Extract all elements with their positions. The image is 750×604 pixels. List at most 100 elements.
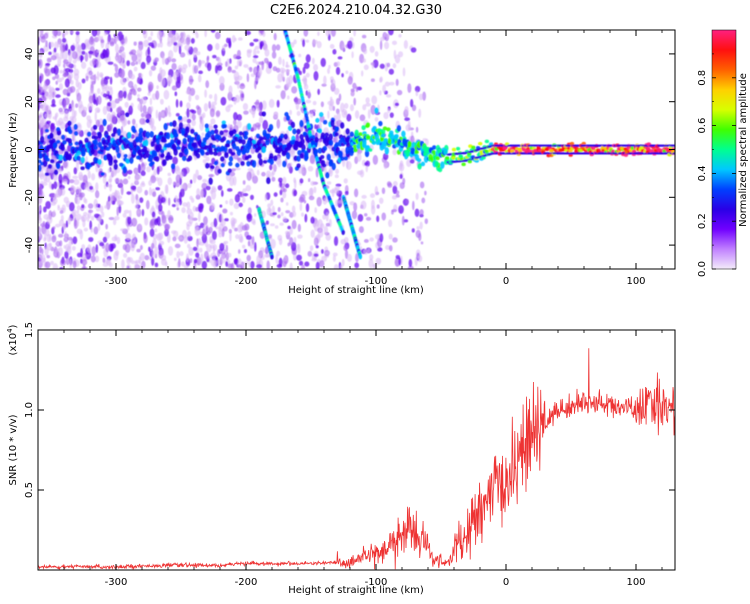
spectrogram-ridge-cell	[209, 151, 214, 155]
spectrogram-noise-cell	[219, 242, 225, 252]
spectrogram-noise-cell	[362, 104, 367, 111]
spectrogram-noise-cell	[370, 78, 375, 82]
spectrogram-noise-cell	[384, 41, 390, 50]
spectrogram-ridge-cell	[322, 145, 328, 152]
spectrogram-ridge-cell	[93, 138, 98, 147]
spectrogram-noise-cell	[106, 184, 113, 188]
spectrogram-ridge-cell	[165, 155, 170, 161]
spectrogram-noise-cell	[265, 220, 269, 225]
spectrogram-noise-cell	[365, 102, 371, 107]
spectrogram-noise-cell	[67, 216, 71, 225]
spectrogram-y-axis-label: Frequency (Hz)	[8, 112, 19, 188]
spectrogram-ridge-cell	[232, 128, 237, 135]
colorbar-tick-label: 0.8	[697, 70, 708, 86]
spectrogram-noise-cell	[196, 188, 201, 197]
spectrogram-noise-cell	[364, 213, 368, 217]
spectrogram-noise-cell	[209, 108, 215, 118]
spectrogram-noise-cell	[173, 44, 178, 53]
spectrogram-ridge-cell	[182, 137, 187, 145]
spectrogram-noise-cell	[172, 236, 177, 242]
spectrogram-noise-cell	[150, 31, 154, 37]
spectrogram-noise-cell	[223, 129, 229, 133]
spectrogram-ridge-cell	[328, 139, 334, 147]
spectrogram-noise-cell	[184, 44, 191, 51]
spectrogram-ridge-cell	[113, 159, 118, 164]
spectrogram-noise-cell	[73, 178, 80, 185]
spectrogram-noise-cell	[94, 190, 100, 199]
spectrogram-ridge-cell	[237, 138, 243, 144]
spectrogram-noise-cell	[48, 51, 52, 56]
spectrogram-ridge-cell	[414, 149, 419, 155]
spectrogram-noise-cell	[136, 78, 141, 84]
spectrogram-noise-cell	[75, 31, 80, 36]
spectrogram-noise-cell	[349, 104, 354, 112]
spectrogram-noise-cell	[343, 236, 349, 244]
spectrogram-noise-cell	[139, 244, 143, 251]
spectrogram-noise-cell	[354, 262, 360, 269]
spectrogram-noise-cell	[102, 174, 107, 184]
spectrogram-noise-cell	[339, 264, 343, 269]
spectrogram-noise-cell	[277, 157, 282, 168]
spectrogram-ridge-cell	[217, 168, 222, 174]
spectrogram-noise-cell	[296, 243, 300, 251]
spectrogram-noise-cell	[51, 155, 56, 160]
spectrogram-noise-cell	[51, 162, 56, 169]
spectrogram-noise-cell	[137, 265, 140, 269]
spectrogram-noise-cell	[284, 183, 290, 189]
spectrogram-noise-cell	[134, 204, 139, 209]
spectrogram-noise-cell	[409, 159, 415, 164]
spectrogram-ridge-cell	[108, 142, 113, 149]
spectrogram-noise-cell	[363, 64, 369, 71]
spectrogram-noise-cell	[326, 181, 332, 185]
spectrogram-noise-cell	[419, 209, 424, 216]
spectrogram-noise-cell	[62, 50, 68, 61]
spectrogram-ridge-cell	[320, 134, 325, 140]
spectrogram-noise-cell	[226, 188, 233, 192]
spectrogram-noise-cell	[404, 117, 411, 122]
spectrogram-noise-cell	[130, 185, 137, 191]
spectrogram-noise-cell	[267, 203, 272, 209]
spectrogram-noise-cell	[119, 45, 125, 52]
spectrogram-noise-cell	[186, 253, 190, 263]
spectrogram-noise-cell	[138, 256, 142, 265]
spectrogram-noise-cell	[55, 80, 58, 85]
spectrogram-noise-cell	[58, 173, 63, 184]
spectrogram-noise-cell	[220, 213, 224, 223]
spectrogram-ridge-cell	[238, 131, 244, 136]
spectrogram-ridge-cell	[265, 139, 270, 146]
spectrogram-noise-cell	[175, 174, 181, 184]
spectrogram-noise-cell	[72, 59, 77, 64]
spectrogram-noise-cell	[55, 188, 62, 198]
spectrogram-noise-cell	[225, 261, 229, 267]
spectrogram-ridge-cell	[73, 123, 78, 131]
spectrogram-noise-cell	[233, 119, 237, 126]
spectrogram-noise-cell	[358, 226, 364, 234]
spectrogram-noise-cell	[160, 196, 166, 204]
spectrogram-noise-cell	[327, 67, 330, 74]
svg-text:(x104): (x104)	[6, 324, 19, 355]
spectrogram-noise-cell	[289, 109, 293, 116]
spectrogram-ridge-cell	[116, 128, 122, 136]
spectrogram-noise-cell	[259, 43, 263, 50]
spectrogram-noise-cell	[70, 80, 74, 85]
spectrogram-noise-cell	[148, 187, 152, 196]
spectrogram-noise-cell	[234, 94, 240, 103]
spectrogram-noise-cell	[140, 112, 145, 118]
spectrogram-noise-cell	[95, 244, 99, 254]
spectrogram-ridge-cell	[108, 155, 113, 163]
spectrogram-ridge-cell	[177, 115, 183, 121]
spectrogram-ridge-cell	[165, 132, 171, 140]
spectrogram-noise-cell	[52, 76, 56, 81]
spectrogram-noise-cell	[192, 246, 198, 252]
spectrogram-ridge-cell	[56, 139, 61, 144]
spectrogram-noise-cell	[72, 209, 77, 218]
spectrogram-noise-cell	[332, 255, 336, 262]
spectrogram-ridge-cell	[299, 119, 304, 128]
spectrogram-noise-cell	[250, 73, 256, 78]
spectrogram-noise-cell	[202, 228, 206, 238]
spectrogram-noise-cell	[168, 50, 174, 60]
spectrogram-noise-cell	[296, 110, 301, 116]
spectrogram-noise-cell	[144, 217, 149, 226]
spectrogram-noise-cell	[365, 216, 372, 221]
